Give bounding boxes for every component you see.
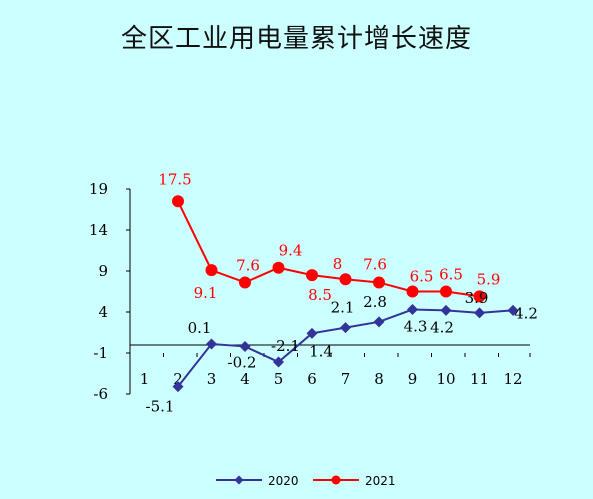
chart-title: 全区工业用电量累计增长速度 (120, 24, 472, 54)
data-label-2021: 8.5 (308, 286, 332, 304)
x-tick-label: 11 (470, 370, 489, 388)
y-tick-label: 9 (98, 262, 108, 280)
data-point-2020 (407, 304, 418, 316)
x-tick-label: 4 (240, 370, 250, 388)
series-line-2021 (177, 200, 480, 298)
data-label-2020: 2.1 (331, 299, 355, 317)
data-point-2021 (373, 276, 385, 289)
data-label-2020: -5.1 (146, 398, 175, 416)
x-axis-ticks: 1 2 3 4 5 6 7 8 9 10 11 12 (129, 353, 531, 388)
data-label-2020: 1.4 (309, 342, 333, 360)
data-label-2021: 5.9 (477, 270, 501, 288)
x-tick-label: 12 (503, 370, 522, 388)
data-point-2021 (339, 273, 352, 286)
data-point-2021 (239, 276, 251, 289)
x-tick-label: 2 (173, 370, 183, 388)
data-point-2020 (507, 304, 519, 316)
legend-marker-2021 (331, 475, 341, 485)
x-tick-label: 7 (341, 370, 351, 388)
data-label-2021: 6.5 (439, 266, 463, 284)
data-label-2020: 4.2 (514, 304, 538, 322)
data-label-2021: 17.5 (158, 170, 191, 188)
data-label-2021: 7.6 (236, 256, 260, 274)
data-label-2020: 0.1 (188, 319, 212, 337)
x-tick-label: 9 (408, 370, 418, 388)
data-labels-layer: -5.10.1-0.2-2.1 1.42.1 2.84.3 4.23.94.217.5… (146, 170, 538, 415)
data-point-2021 (306, 269, 318, 282)
data-label-2020: 3.9 (465, 289, 489, 307)
data-point-2020 (273, 356, 284, 368)
series-layer (172, 195, 519, 393)
legend-marker-2020 (234, 475, 244, 485)
data-label-2020: -0.2 (228, 353, 257, 371)
data-label-2020: 4.2 (430, 318, 454, 336)
data-point-2021 (272, 261, 285, 274)
data-point-2020 (474, 307, 485, 319)
data-point-2021 (205, 264, 218, 277)
x-tick-label: 8 (374, 370, 384, 388)
y-tick-label: 4 (98, 303, 108, 321)
data-point-2020 (373, 316, 385, 328)
data-label-2020: 4.3 (404, 318, 428, 336)
data-point-2020 (340, 322, 351, 334)
data-label-2020: -2.1 (271, 337, 300, 355)
data-point-2021 (473, 290, 486, 303)
data-label-2021: 9.4 (279, 242, 303, 260)
data-point-2021 (172, 195, 184, 208)
y-tick-label: 19 (89, 180, 108, 198)
x-tick-label: 1 (140, 370, 150, 388)
data-point-2020 (206, 338, 217, 350)
data-point-2021 (440, 285, 452, 298)
y-tick-label: -1 (93, 344, 108, 362)
x-tick-label: 5 (274, 370, 284, 388)
legend-label-2020: 2020 (268, 474, 299, 488)
data-label-2021: 9.1 (194, 284, 218, 302)
x-tick-label: 10 (436, 370, 455, 388)
y-tick-label: -6 (93, 385, 108, 403)
data-label-2021: 7.6 (363, 255, 387, 273)
y-axis-ticks: 19 14 9 4 -1 -6 (89, 180, 130, 403)
data-point-2021 (406, 285, 419, 298)
y-tick-label: 14 (89, 221, 108, 239)
data-point-2020 (239, 340, 251, 352)
data-label-2021: 6.5 (410, 268, 434, 286)
x-tick-label: 6 (307, 370, 317, 388)
data-label-2021: 8 (333, 255, 343, 273)
data-label-2020: 2.8 (363, 293, 387, 311)
data-point-2020 (306, 327, 318, 339)
x-tick-label: 3 (207, 370, 217, 388)
data-point-2020 (440, 304, 452, 316)
legend-label-2021: 2021 (365, 474, 396, 488)
legend: 2020 2021 (216, 474, 396, 488)
data-point-2020 (172, 381, 184, 393)
